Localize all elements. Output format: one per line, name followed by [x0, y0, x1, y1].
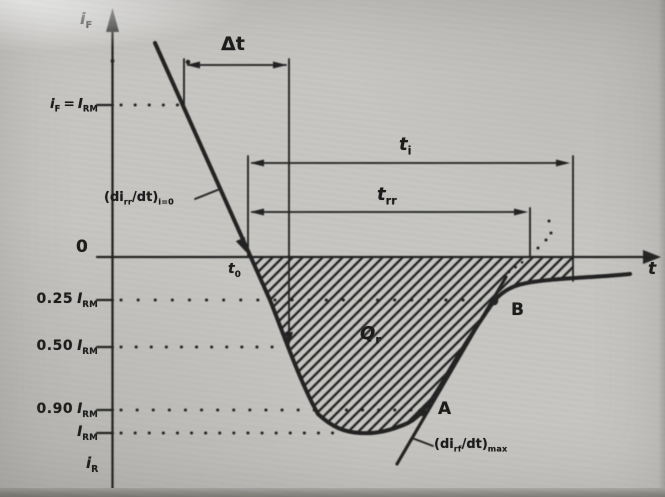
level-025-label: 0.25 IRM: [36, 291, 98, 310]
speck: [549, 231, 553, 235]
time-axis-arrow: [643, 250, 661, 264]
y-axis-bottom-label: iR: [86, 454, 99, 475]
delta-t-tick-dot: [185, 59, 191, 65]
point-a-label: A: [438, 399, 452, 419]
point-b-dot: [489, 296, 499, 306]
max-slope-tangent-line: [395, 275, 508, 466]
origin-label: 0: [76, 237, 88, 257]
ti-arrow-right: [556, 159, 570, 167]
dirr-leader-line: [194, 188, 221, 200]
peak-current-label: IRM: [77, 424, 98, 443]
trr-arrow-right: [514, 208, 528, 216]
t0-label: t0: [228, 261, 241, 280]
time-axis-label: t: [648, 259, 657, 279]
delta-t-arrow-right: [273, 61, 287, 69]
delta-t-label: Δt: [221, 33, 245, 55]
level-090-label: 0.90 IRM: [36, 401, 98, 420]
charge-qr-label: Qr: [360, 323, 382, 347]
delta-t-arrow-left: [186, 61, 200, 69]
dirf-leader-line: [411, 437, 434, 447]
trr-label: trr: [377, 184, 398, 208]
speck: [536, 246, 540, 250]
current-axis-arrow: [106, 8, 119, 32]
ti-arrow-left: [250, 159, 264, 167]
delta-t-down-arrow: [285, 332, 293, 346]
dirf-slope-label: (dirf/dt)max: [434, 437, 508, 454]
level-050-label: 0.50 IRM: [36, 338, 98, 357]
speck: [544, 238, 548, 242]
speck: [547, 219, 551, 223]
dirr-slope-label: (dirr/dt)i=0: [104, 190, 174, 207]
ti-label: ti: [399, 134, 412, 158]
trr-arrow-left: [250, 208, 264, 216]
point-a-dot: [417, 407, 427, 417]
y-axis-top-label: iF: [80, 9, 93, 32]
axis-mark-dot: [110, 59, 115, 63]
point-b-label: B: [511, 300, 524, 320]
waveform-direction-arrow: [235, 237, 246, 252]
forward-current-level-label: iF = IRM: [49, 96, 98, 114]
